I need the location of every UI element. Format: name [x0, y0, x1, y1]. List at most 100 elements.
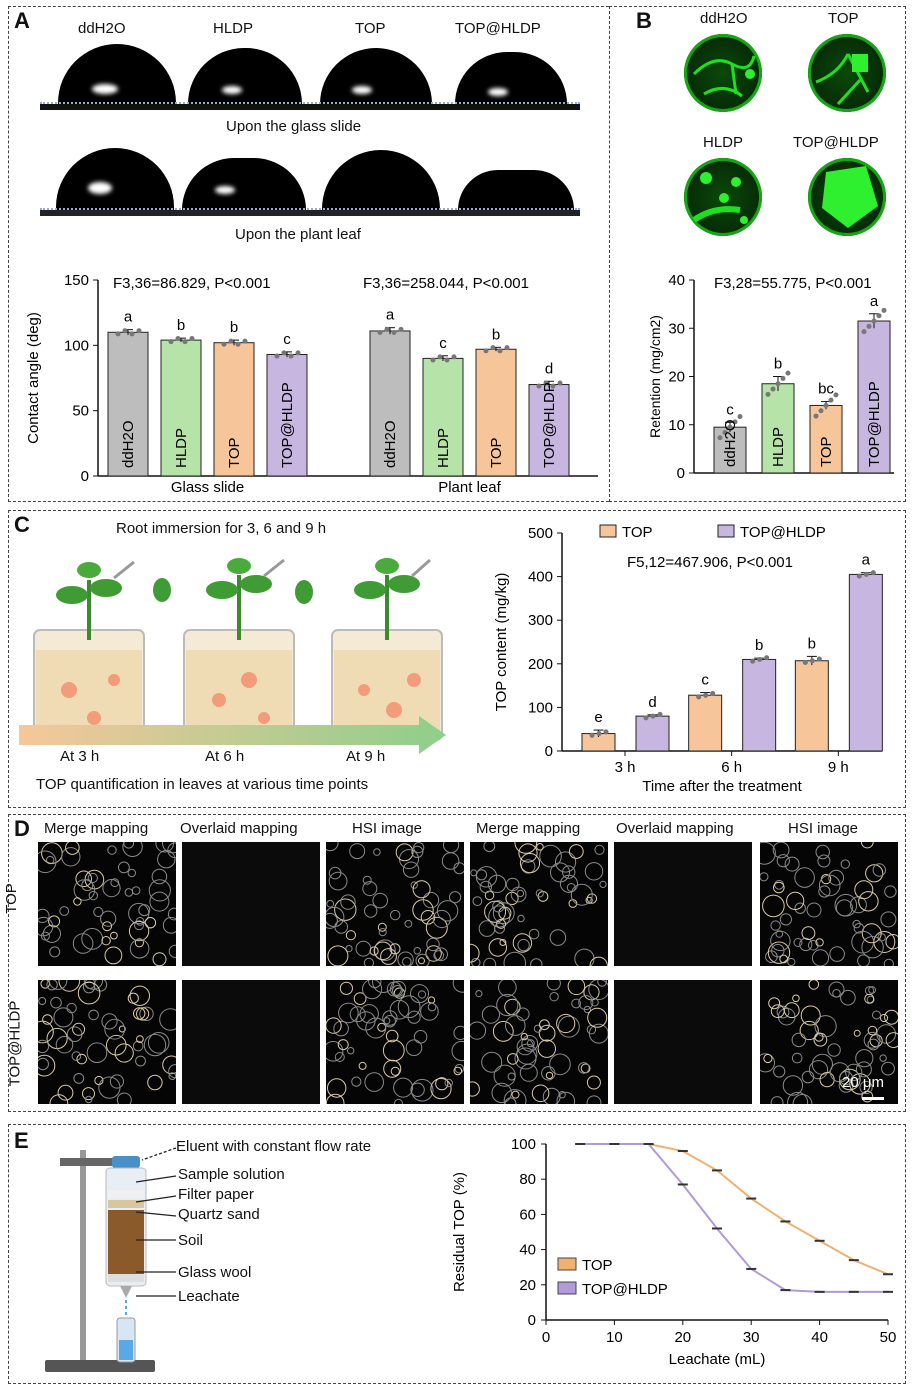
e-xtick-label: 0 [542, 1329, 550, 1346]
c-bar-1-2 [848, 573, 883, 752]
c-ytick-label: 100 [528, 699, 553, 716]
label-glass-wool: Glass wool [178, 1264, 252, 1281]
e-legend-swatch [557, 1257, 577, 1271]
c-xtick-label: 6 h [721, 759, 742, 776]
col-header-2: Overlaid mapping [180, 820, 298, 837]
c-xtick-label: 3 h [615, 759, 636, 776]
c-xtick-label: 9 h [828, 759, 849, 776]
c-ytick-label: 400 [528, 569, 553, 586]
a-point [175, 336, 181, 342]
b-bar-label: ddH2O [722, 419, 739, 467]
b-letter: c [726, 401, 734, 418]
a-bar-label: TOP [488, 437, 505, 468]
droplet-leaf-top-hldp [458, 170, 574, 210]
a-group-label: Plant leaf [438, 479, 501, 496]
a-point [189, 336, 195, 342]
c-point [589, 732, 595, 738]
panel-c-title: Root immersion for 3, 6 and 9 h [116, 520, 327, 537]
a-point [391, 330, 397, 336]
c-point [870, 570, 876, 576]
caption-glass-slide: Upon the glass slide [226, 118, 362, 135]
a-point [430, 357, 436, 363]
b-point [833, 392, 839, 398]
time-label-9h: At 9 h [346, 748, 386, 765]
c-point [809, 658, 815, 664]
panel-c [8, 510, 906, 808]
time-arrow [19, 716, 446, 754]
a-bar-label: HLDP [173, 428, 190, 468]
panel-d [8, 814, 906, 1112]
a-point [115, 331, 121, 337]
row-label-top-hldp: TOP@HLDP [6, 1000, 24, 1087]
b-letter: bc [818, 381, 834, 398]
c-point [802, 659, 808, 665]
a-letter: c [283, 331, 291, 348]
beaker-6h [183, 558, 313, 741]
droplet-label-ddh2o: ddH2O [78, 20, 126, 37]
a-bar-label: HLDP [435, 428, 452, 468]
a-point [182, 339, 188, 345]
b-point [881, 307, 887, 313]
b-letter: a [870, 293, 879, 310]
beaker-9h [331, 558, 443, 741]
c-point [816, 656, 822, 662]
micrograph-tophldp-overlaid-2 [614, 980, 752, 1104]
b-point [765, 391, 771, 397]
b-point [871, 318, 877, 324]
micrograph-top-merge-1 [38, 842, 176, 966]
c-ytick-label: 0 [545, 743, 553, 760]
micrograph-top-merge-2 [470, 842, 608, 966]
a-point [483, 348, 489, 354]
b-point [732, 419, 738, 425]
fluorescence-ddh2o [684, 34, 762, 112]
col-header-4: Merge mapping [476, 820, 581, 837]
droplet-label-top-hldp: TOP@HLDP [455, 20, 541, 37]
label-quartz-sand: Quartz sand [178, 1206, 260, 1223]
e-x-label: Leachate (mL) [669, 1351, 766, 1368]
micrograph-top-hsi-2 [760, 842, 898, 966]
a-bar-label: ddH2O [382, 420, 399, 468]
micrograph-tophldp-merge-1 [38, 980, 176, 1104]
caption-plant-leaf: Upon the plant leaf [235, 226, 361, 243]
a-bar-0-3 [266, 353, 308, 477]
a-point [228, 338, 234, 344]
chart-a-contact-angle: F3,36=86.829, P<0.001 F3,36=258.044, P<0… [25, 272, 598, 496]
a-letter: d [545, 360, 553, 377]
c-letter: b [755, 637, 763, 654]
e-legend-swatch [557, 1281, 577, 1295]
label-leachate: Leachate [178, 1288, 240, 1305]
e-line-1 [580, 1143, 888, 1293]
a-point [235, 341, 241, 347]
image-label-top-hldp: TOP@HLDP [793, 134, 879, 151]
c-point [596, 731, 602, 737]
c-ytick-label: 300 [528, 612, 553, 629]
e-xtick-label: 20 [674, 1329, 691, 1346]
a-bar-0-2 [213, 342, 255, 477]
e-ytick-label: 100 [511, 1136, 536, 1153]
a-point [536, 383, 542, 389]
panel-d-label: D [14, 816, 30, 841]
c-bar-1-0 [635, 715, 670, 752]
panel-a-label: A [14, 8, 30, 33]
a-point [377, 330, 383, 336]
c-point [856, 573, 862, 579]
b-point [717, 435, 723, 441]
b-point [876, 313, 882, 319]
panel-e [8, 1124, 906, 1384]
b-point [823, 402, 829, 408]
stat-glass: F3,36=86.829, P<0.001 [113, 275, 271, 292]
a-ytick-label: 50 [72, 403, 89, 420]
c-legend-swatch [717, 524, 735, 538]
c-legend-label: TOP@HLDP [740, 524, 826, 541]
a-bar-1-2 [475, 348, 517, 477]
a-bar-label: ddH2O [120, 420, 137, 468]
c-point [657, 711, 663, 717]
b-point [828, 397, 834, 403]
image-label-top: TOP [828, 10, 859, 27]
e-y-label: Residual TOP (%) [451, 1172, 468, 1292]
c-point [643, 715, 649, 721]
b-bar-label: TOP@HLDP [866, 381, 883, 467]
c-point [603, 729, 609, 735]
col-header-3: HSI image [352, 820, 423, 837]
c-legend-label: TOP [622, 524, 653, 541]
